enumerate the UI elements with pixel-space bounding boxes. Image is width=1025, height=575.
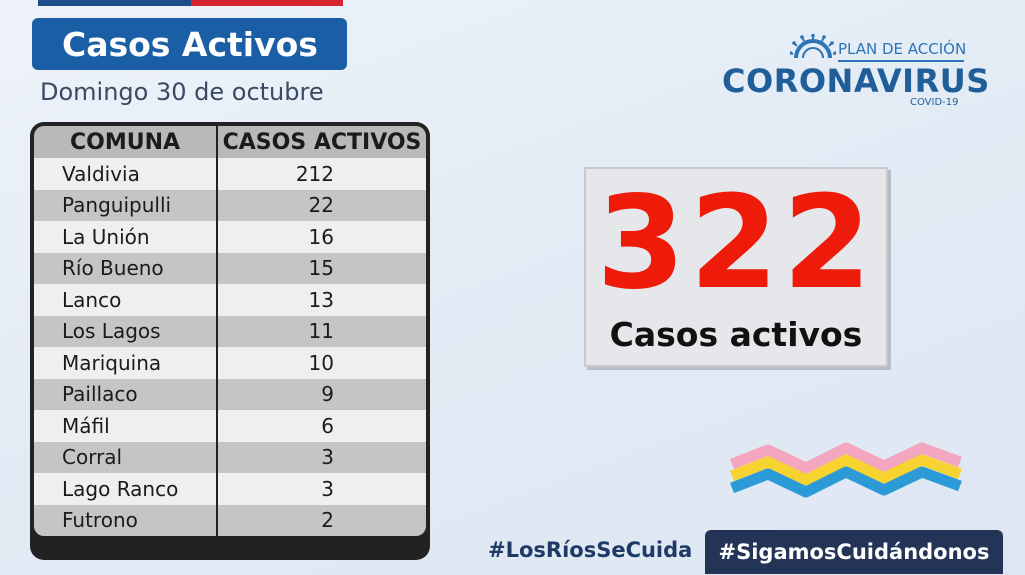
casos-cell: 212 [217,158,426,190]
table-row: Valdivia 212 [34,158,426,190]
regional-waves-graphic [730,442,962,498]
casos-cell: 11 [217,315,426,347]
comuna-cell: Los Lagos [34,315,218,347]
comuna-cell: Corral [34,441,218,473]
table-row: Lanco 13 [34,284,426,316]
comuna-cell: Máfil [34,410,218,442]
comuna-cell: Paillaco [34,378,218,410]
casos-cell: 16 [217,221,426,253]
table-row: Mariquina 10 [34,347,426,379]
table-row: Corral 3 [34,441,426,473]
casos-cell: 3 [217,441,426,473]
table-row: La Unión 16 [34,221,426,253]
total-cases-label: Casos activos [609,315,863,354]
virus-icon [790,34,836,59]
cases-table-frame: COMUNA CASOS ACTIVOS Valdivia 212 Pangui… [30,122,430,560]
hashtag-sigamos: #SigamosCuidándonos [705,530,1003,574]
column-header-casos: CASOS ACTIVOS [217,126,426,158]
flag-red-stripe [190,0,343,6]
total-cases-card: 322 Casos activos [584,167,888,367]
total-cases-number: 322 [596,169,876,318]
comuna-cell: Río Bueno [34,252,218,284]
table-row: Futrono 2 [34,504,426,536]
coronavirus-plan-logo: PLAN DE ACCIÓN CORONAVIRUS COVID-19 [720,34,989,114]
casos-cell: 6 [217,410,426,442]
table-row: Máfil 6 [34,410,426,442]
casos-cell: 2 [217,504,426,536]
comuna-cell: Lanco [34,284,218,316]
comuna-cell: Futrono [34,504,218,536]
casos-cell: 22 [217,189,426,221]
cases-table: COMUNA CASOS ACTIVOS Valdivia 212 Pangui… [34,126,426,536]
flag-blue-stripe [38,0,191,6]
report-date: Domingo 30 de octubre [40,78,324,106]
logo-plan-text: PLAN DE ACCIÓN [838,40,967,58]
table-row: Paillaco 9 [34,378,426,410]
page-title: Casos Activos [32,18,347,70]
table-row: Lago Ranco 3 [34,473,426,505]
comuna-cell: Valdivia [34,158,218,190]
casos-cell: 9 [217,378,426,410]
table-header-row: COMUNA CASOS ACTIVOS [34,126,426,158]
logo-covid-text: COVID-19 [910,97,959,108]
logo-divider [838,60,964,62]
comuna-cell: Lago Ranco [34,473,218,505]
flag-bar [38,0,343,6]
comuna-cell: La Unión [34,221,218,253]
comuna-cell: Panguipulli [34,189,218,221]
logo-coronavirus-text: CORONAVIRUS [722,62,990,100]
casos-cell: 3 [217,473,426,505]
casos-cell: 10 [217,347,426,379]
comuna-cell: Mariquina [34,347,218,379]
column-header-comuna: COMUNA [34,126,218,158]
table-row: Río Bueno 15 [34,252,426,284]
casos-cell: 15 [217,252,426,284]
table-row: Panguipulli 22 [34,189,426,221]
table-row: Los Lagos 11 [34,315,426,347]
casos-cell: 13 [217,284,426,316]
hashtag-los-rios: #LosRíosSeCuida [488,538,693,562]
